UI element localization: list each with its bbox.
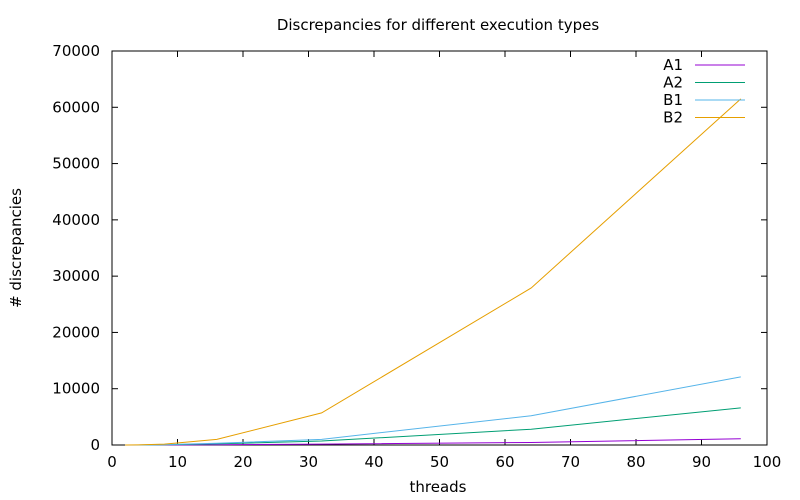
series-group <box>125 98 742 446</box>
legend-label-a1: A1 <box>663 56 683 74</box>
legend-label-b2: B2 <box>663 109 683 127</box>
x-tick-label: 20 <box>233 453 252 471</box>
x-tick-label: 30 <box>299 453 318 471</box>
x-tick-label: 60 <box>495 453 514 471</box>
y-tick-label: 70000 <box>52 42 100 60</box>
x-tick-label: 80 <box>626 453 645 471</box>
y-tick-label: 0 <box>90 436 100 454</box>
x-tick-label: 50 <box>430 453 449 471</box>
x-tick-label: 10 <box>168 453 187 471</box>
y-tick-label: 50000 <box>52 155 100 173</box>
x-tick-label: 100 <box>753 453 782 471</box>
legend-label-b1: B1 <box>663 91 683 109</box>
x-tick-label: 70 <box>561 453 580 471</box>
chart-title: Discrepancies for different execution ty… <box>277 16 600 34</box>
y-tick-label: 40000 <box>52 211 100 229</box>
x-tick-label: 40 <box>364 453 383 471</box>
y-axis-label: # discrepancies <box>7 188 25 308</box>
y-tick-label: 30000 <box>52 267 100 285</box>
legend-label-a2: A2 <box>663 74 683 92</box>
x-axis-label: threads <box>410 478 467 496</box>
x-tick-label: 0 <box>107 453 117 471</box>
series-line-b2 <box>125 98 742 446</box>
y-tick-label: 60000 <box>52 98 100 116</box>
y-tick-label: 20000 <box>52 323 100 341</box>
x-axis: 0 10 20 30 40 50 60 70 80 90 100 <box>107 51 781 471</box>
y-tick-label: 10000 <box>52 380 100 398</box>
y-axis: 0 10000 20000 30000 40000 50000 60000 70000 <box>52 42 767 454</box>
x-tick-label: 90 <box>692 453 711 471</box>
